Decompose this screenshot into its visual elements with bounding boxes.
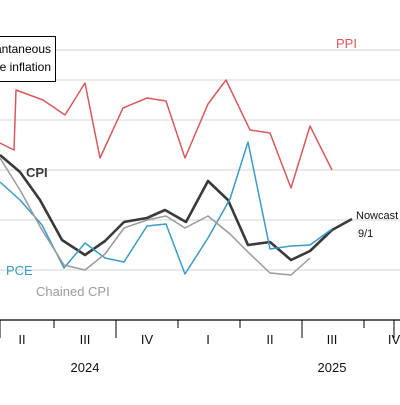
annotation-date: 9/1	[358, 228, 373, 240]
x-tick-label: II	[18, 332, 25, 347]
year-label: 2024	[71, 360, 100, 375]
legend-line-2: e inflation	[0, 60, 51, 74]
series-label-pce: PCE	[6, 263, 33, 278]
series-label-cpi: CPI	[26, 165, 48, 180]
series-label-ppi: PPI	[336, 36, 357, 51]
x-tick-label: III	[80, 332, 91, 347]
x-tick-label: IV	[141, 332, 154, 347]
annotation-nowcast: Nowcast	[356, 210, 398, 222]
legend-line-1: antaneous	[0, 42, 51, 56]
series-label-chained-cpi: Chained CPI	[36, 284, 110, 299]
x-tick-label: I	[206, 332, 210, 347]
x-tick-label: II	[266, 332, 273, 347]
series-line-pce	[0, 141, 333, 275]
series-line-chained-cpi	[0, 157, 311, 276]
series-line-cpi	[0, 154, 353, 262]
legend-box: antaneous e inflation	[0, 36, 56, 82]
x-tick-label: IV	[388, 332, 400, 347]
x-tick-label: III	[327, 332, 338, 347]
year-label: 2025	[318, 360, 347, 375]
series-line-ppi	[0, 79, 333, 189]
